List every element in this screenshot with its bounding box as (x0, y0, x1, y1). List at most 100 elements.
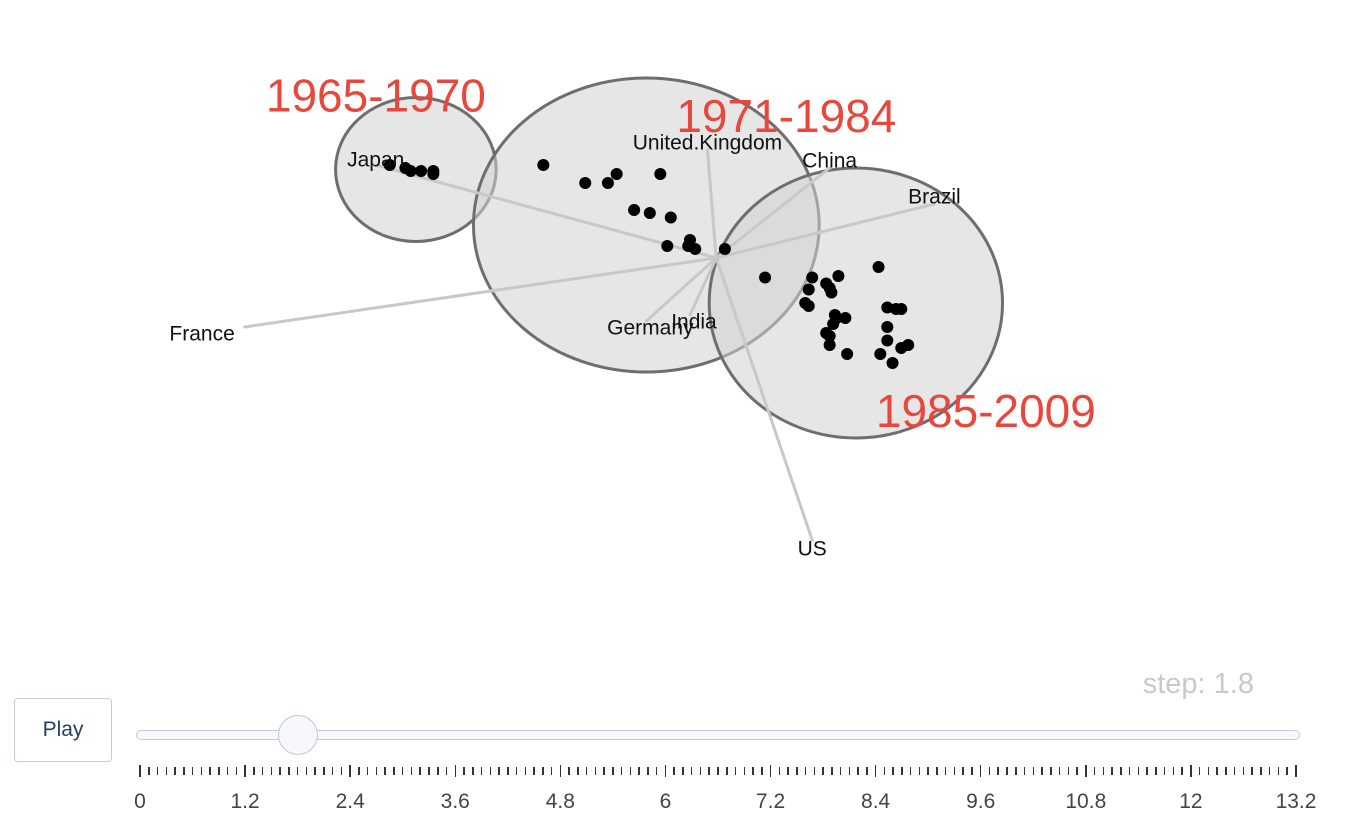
data-point (823, 339, 836, 351)
slider-minor-tick (752, 767, 754, 775)
data-point (874, 348, 887, 360)
slider-minor-tick (419, 767, 421, 775)
slider-minor-tick (743, 767, 746, 775)
slider-minor-tick (437, 767, 439, 775)
slider-minor-tick (909, 767, 912, 775)
loading-line-germany (644, 256, 718, 323)
loading-label-india: India (671, 311, 717, 334)
ellipse-layer (334, 76, 1005, 440)
data-point (579, 177, 592, 189)
play-button[interactable]: Play (14, 698, 112, 762)
slider-minor-tick (542, 767, 544, 775)
slider-minor-tick (524, 767, 527, 775)
period-label-1965-1970: 1965-1970 (266, 70, 486, 122)
slider-minor-tick (638, 767, 640, 775)
slider-major-tick (1085, 765, 1087, 777)
slider-handle[interactable] (277, 715, 318, 755)
slider-minor-tick (1242, 767, 1245, 775)
loading-label-france: France (169, 323, 234, 346)
data-point (881, 334, 894, 347)
slider-minor-tick (734, 767, 737, 775)
slider-major-tick (139, 765, 141, 777)
data-point (383, 159, 396, 171)
loading-line-japan (374, 163, 718, 260)
slider-minor-tick (305, 767, 308, 775)
slider-minor-tick (673, 767, 675, 775)
data-point (823, 330, 836, 342)
slider-minor-tick (988, 767, 991, 775)
slider-minor-tick (1015, 767, 1017, 775)
slider-tick-label: 10.8 (1065, 790, 1107, 813)
slider-tick-label: 9.6 (966, 790, 996, 813)
slider-minor-tick (647, 767, 649, 775)
slider-minor-tick (708, 767, 710, 775)
loading-label-china: China (802, 150, 857, 173)
slider-minor-tick (726, 767, 728, 775)
data-point (802, 283, 815, 296)
slider-minor-tick (883, 767, 886, 775)
slider-minor-tick (1050, 767, 1052, 775)
slider-minor-tick (288, 767, 290, 775)
slider-tick-label: 12 (1179, 790, 1203, 813)
slider-minor-tick (550, 767, 553, 775)
slider-minor-tick (918, 767, 921, 775)
step-value: 1.8 (1213, 668, 1254, 700)
slider-minor-tick (1067, 767, 1070, 775)
slider-minor-tick (796, 767, 798, 775)
slider-rail[interactable] (136, 730, 1300, 740)
slider-minor-tick (1093, 767, 1096, 775)
data-point (881, 321, 894, 333)
data-point (610, 168, 623, 180)
slider-minor-tick (577, 767, 579, 775)
slider-minor-tick (857, 767, 859, 775)
data-point (827, 318, 840, 330)
loading-label-united-kingdom: United.Kingdom (633, 132, 782, 155)
loading-line-india (688, 256, 718, 317)
slider-minor-tick (839, 767, 842, 775)
slider-ticks: 0 1.2 2.4 3.6 4.8 6 7.2 8.4 9.6 10.8 12 13.2 (0, 760, 1348, 834)
slider-minor-tick (699, 767, 702, 775)
slider-tick-label: 7.2 (755, 790, 786, 813)
slider-minor-tick (1277, 767, 1280, 775)
slider-minor-tick (472, 767, 474, 775)
slider-minor-tick (323, 767, 325, 775)
slider-minor-tick (620, 767, 623, 775)
slider-minor-tick (463, 767, 465, 775)
slider-minor-tick (428, 767, 430, 775)
slider-minor-tick (270, 767, 273, 775)
slider-minor-tick (1268, 767, 1271, 775)
slider-minor-tick (682, 767, 684, 775)
data-point (759, 271, 772, 284)
slider-major-tick (1295, 765, 1297, 777)
slider-minor-tick (848, 767, 851, 775)
slider-minor-tick (997, 767, 999, 775)
data-point (895, 303, 908, 315)
slider-major-tick (664, 765, 667, 777)
points-layer (383, 159, 915, 369)
slider-minor-tick (717, 767, 719, 775)
slider-minor-tick (761, 767, 763, 775)
slider-major-tick (454, 765, 457, 777)
slider-minor-tick (200, 767, 203, 775)
slider-major-tick (979, 765, 982, 777)
slider-minor-tick (1198, 767, 1201, 775)
slider-minor-tick (1216, 767, 1218, 775)
slider-minor-tick (655, 767, 658, 775)
data-point (654, 168, 667, 180)
slider-minor-tick (358, 767, 360, 775)
slider-minor-tick (410, 767, 413, 775)
data-point (601, 177, 614, 189)
slider-minor-tick (226, 767, 229, 775)
slider-minor-tick (594, 767, 597, 775)
slider-minor-tick (1006, 767, 1008, 775)
slider-minor-tick (533, 767, 535, 775)
slider-minor-tick (953, 767, 956, 775)
slider-minor-tick (1120, 767, 1122, 775)
slider-minor-tick (218, 767, 220, 775)
slider-minor-tick (892, 767, 894, 775)
slider-minor-tick (489, 767, 492, 775)
data-point (841, 348, 854, 360)
slider-minor-tick (629, 767, 632, 775)
period-label-1971-1984: 1971-1984 (676, 90, 896, 142)
